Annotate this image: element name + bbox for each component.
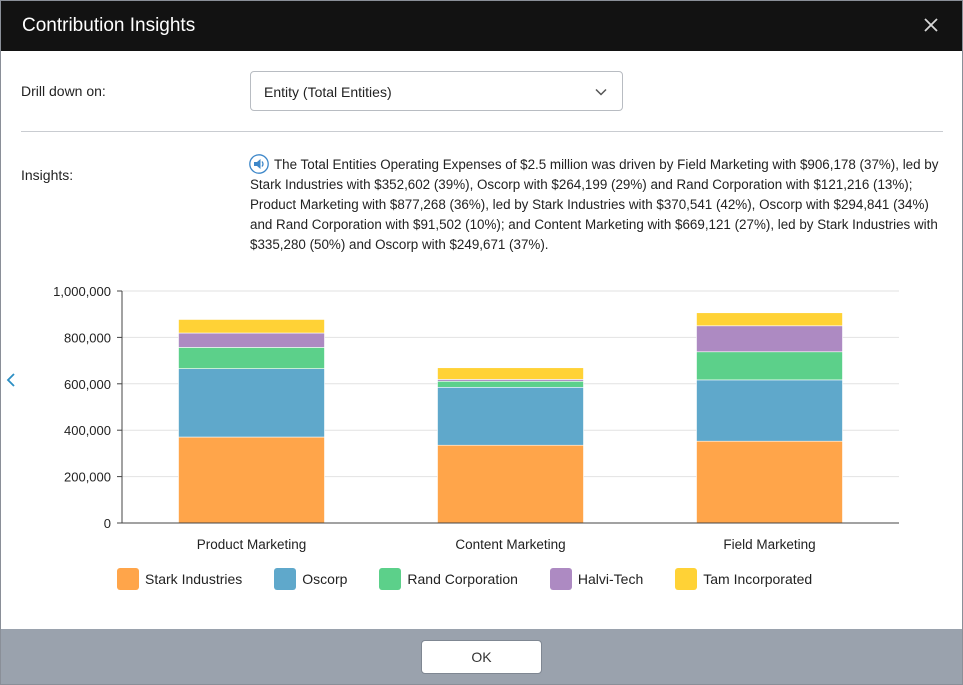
- close-icon: [924, 18, 938, 32]
- bar-segment[interactable]: [437, 367, 584, 380]
- drill-down-label: Drill down on:: [21, 83, 106, 99]
- bar-segment[interactable]: [437, 380, 584, 388]
- bar-segment[interactable]: [696, 379, 843, 442]
- read-aloud-button[interactable]: [249, 154, 269, 174]
- legend-label: Halvi-Tech: [577, 571, 644, 587]
- legend-swatch: [379, 568, 402, 590]
- legend-item[interactable]: Rand Corporation: [379, 568, 518, 590]
- speaker-icon: [249, 154, 269, 174]
- legend-item[interactable]: Halvi-Tech: [549, 568, 644, 590]
- legend-item[interactable]: Oscorp: [274, 568, 347, 590]
- drill-down-select[interactable]: Entity (Total Entities): [250, 71, 623, 111]
- legend-label: Tam Incorporated: [703, 571, 813, 587]
- y-axis-tick-labels: 0 200,000 400,000 600,000 800,000 1,000,000: [53, 284, 122, 531]
- y-tick-label: 400,000: [64, 423, 111, 438]
- bar-segment[interactable]: [178, 332, 325, 348]
- legend-label: Stark Industries: [145, 571, 243, 587]
- y-tick-label: 200,000: [64, 470, 111, 485]
- legend-swatch: [274, 568, 297, 590]
- bar-segment[interactable]: [178, 368, 325, 438]
- legend-swatch: [117, 568, 139, 590]
- drill-down-selected-value: Entity (Total Entities): [264, 84, 392, 100]
- section-divider: [21, 131, 943, 132]
- y-tick-label: 800,000: [64, 330, 111, 345]
- dialog-title: Contribution Insights: [22, 15, 196, 36]
- insights-text: The Total Entities Operating Expenses of…: [250, 157, 939, 252]
- legend-item[interactable]: Tam Incorporated: [675, 568, 812, 590]
- legend-item[interactable]: Stark Industries: [117, 568, 242, 590]
- bar-segment[interactable]: [696, 312, 843, 327]
- insights-label: Insights:: [21, 167, 74, 183]
- ok-button[interactable]: OK: [421, 640, 542, 674]
- x-tick-label: Content Marketing: [455, 537, 565, 552]
- bar-segment[interactable]: [696, 351, 843, 381]
- y-tick-label: 1,000,000: [53, 284, 111, 299]
- x-axis-tick-labels: Product Marketing Content Marketing Field …: [197, 537, 816, 552]
- x-tick-label: Field Marketing: [723, 537, 815, 552]
- legend-label: Rand Corporation: [407, 571, 518, 587]
- bar-segment[interactable]: [178, 347, 325, 369]
- chart-legend: Stark Industries Oscorp Rand Corporation Ha…: [117, 568, 844, 590]
- dialog-footer: OK: [1, 629, 962, 684]
- y-tick-label: 0: [104, 516, 111, 531]
- dialog-titlebar: Contribution Insights: [1, 1, 962, 51]
- bar-segment[interactable]: [178, 319, 325, 334]
- chart-bars: [178, 312, 843, 524]
- legend-label: Oscorp: [302, 571, 348, 587]
- legend-swatch: [675, 568, 698, 590]
- bar-segment[interactable]: [696, 440, 843, 524]
- bar-segment[interactable]: [178, 436, 325, 524]
- close-button[interactable]: [920, 14, 942, 36]
- bar-segment[interactable]: [437, 444, 584, 524]
- bar-segment[interactable]: [437, 386, 584, 446]
- legend-swatch: [549, 568, 572, 590]
- y-tick-label: 600,000: [64, 377, 111, 392]
- previous-button[interactable]: [4, 370, 18, 390]
- chevron-left-icon: [6, 373, 15, 387]
- stacked-bar-chart: 0 200,000 400,000 600,000 800,000 1,000,000 P…: [53, 284, 899, 552]
- chevron-down-icon: [595, 88, 607, 96]
- bar-segment[interactable]: [696, 325, 843, 353]
- x-tick-label: Product Marketing: [197, 537, 307, 552]
